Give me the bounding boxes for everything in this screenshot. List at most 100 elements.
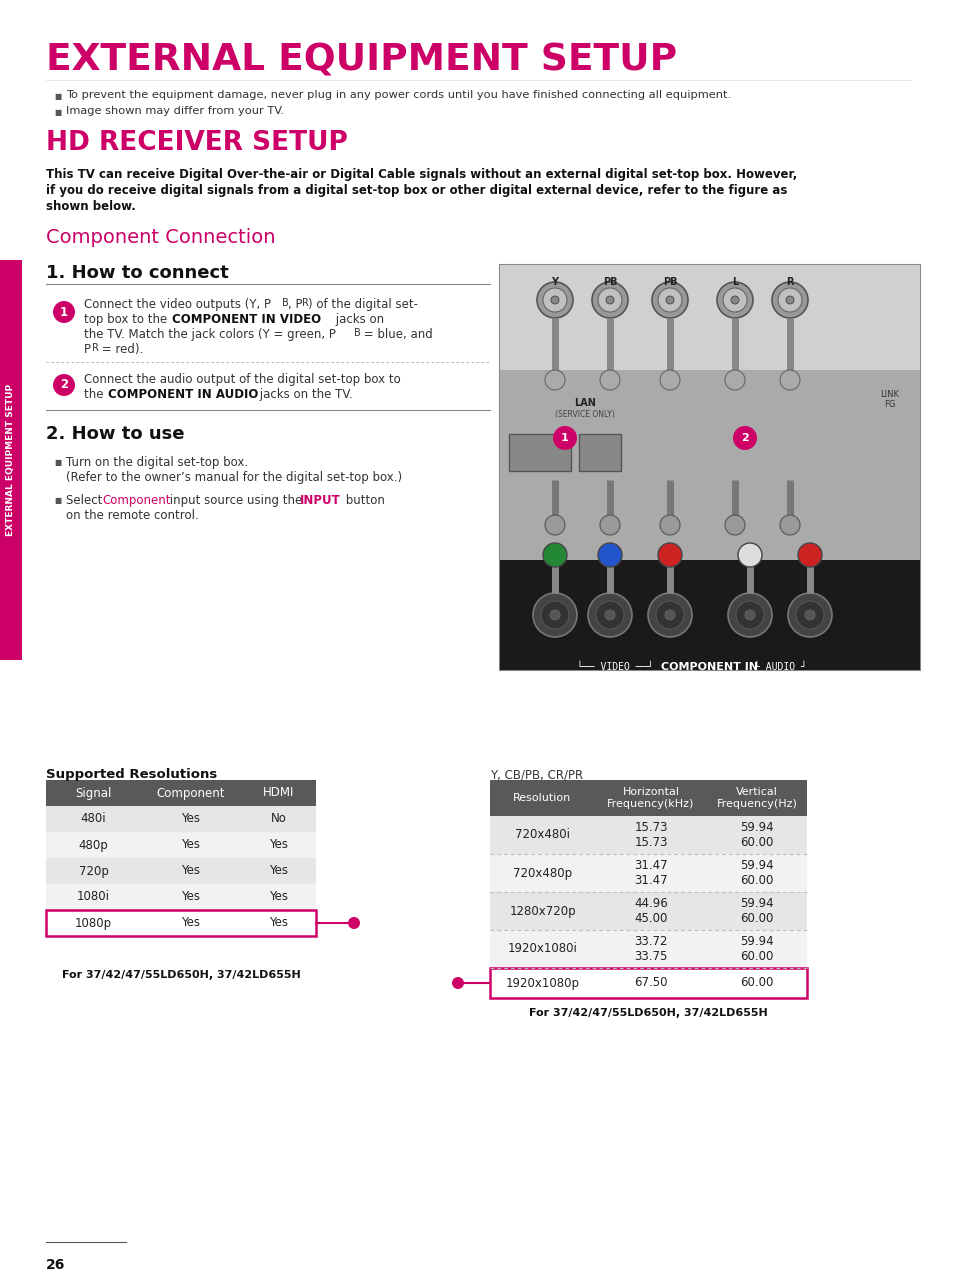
Text: 2: 2	[740, 432, 748, 443]
Circle shape	[744, 611, 754, 619]
FancyBboxPatch shape	[499, 265, 919, 670]
FancyBboxPatch shape	[499, 370, 919, 560]
FancyBboxPatch shape	[46, 859, 315, 884]
Circle shape	[550, 611, 559, 619]
Text: For 37/42/47/55LD650H, 37/42LD655H: For 37/42/47/55LD650H, 37/42LD655H	[529, 1007, 767, 1018]
Text: jacks on the TV.: jacks on the TV.	[255, 388, 353, 401]
Circle shape	[724, 370, 744, 391]
Text: 59.94
60.00: 59.94 60.00	[740, 897, 773, 925]
Text: ■: ■	[54, 92, 61, 100]
FancyBboxPatch shape	[46, 832, 315, 859]
Circle shape	[659, 370, 679, 391]
Circle shape	[659, 515, 679, 536]
Text: Yes: Yes	[181, 890, 200, 903]
Text: = red).: = red).	[98, 343, 143, 356]
FancyBboxPatch shape	[509, 434, 571, 471]
Text: R: R	[302, 298, 309, 308]
Circle shape	[780, 515, 800, 536]
Text: Image shown may differ from your TV.: Image shown may differ from your TV.	[66, 106, 284, 116]
Circle shape	[348, 917, 359, 929]
FancyBboxPatch shape	[46, 806, 315, 832]
Text: Vertical
Frequency(Hz): Vertical Frequency(Hz)	[716, 787, 797, 809]
Circle shape	[738, 543, 761, 567]
Text: Yes: Yes	[269, 890, 288, 903]
Text: PB: PB	[602, 277, 617, 287]
Text: 59.94
60.00: 59.94 60.00	[740, 820, 773, 848]
Text: Resolution: Resolution	[513, 792, 571, 803]
Text: To prevent the equipment damage, never plug in any power cords until you have fi: To prevent the equipment damage, never p…	[66, 90, 730, 100]
Text: Component Connection: Component Connection	[46, 228, 275, 247]
Text: └── VIDEO ──┘: └── VIDEO ──┘	[577, 661, 653, 672]
Text: top box to the: top box to the	[84, 313, 171, 326]
Circle shape	[785, 296, 793, 304]
Circle shape	[596, 600, 623, 628]
Circle shape	[787, 593, 831, 637]
Circle shape	[551, 296, 558, 304]
Text: 1920x1080i: 1920x1080i	[507, 943, 577, 955]
Text: button: button	[341, 494, 384, 508]
FancyBboxPatch shape	[490, 930, 806, 968]
Circle shape	[605, 296, 614, 304]
Text: Connect the video outputs (Y, P: Connect the video outputs (Y, P	[84, 298, 271, 310]
Text: Select: Select	[66, 494, 106, 508]
Text: L: L	[731, 277, 738, 287]
Text: P: P	[84, 343, 91, 356]
Circle shape	[544, 515, 564, 536]
Text: 26: 26	[46, 1258, 66, 1272]
Text: Yes: Yes	[269, 865, 288, 878]
Circle shape	[53, 301, 75, 323]
Circle shape	[727, 593, 771, 637]
Circle shape	[797, 543, 821, 567]
Text: ■: ■	[54, 458, 61, 467]
Text: EXTERNAL EQUIPMENT SETUP: EXTERNAL EQUIPMENT SETUP	[7, 384, 15, 536]
Text: Horizontal
Frequency(kHz): Horizontal Frequency(kHz)	[607, 787, 694, 809]
Text: B: B	[354, 328, 360, 338]
FancyBboxPatch shape	[490, 780, 806, 817]
Circle shape	[542, 287, 566, 312]
Text: Yes: Yes	[181, 865, 200, 878]
Text: Turn on the digital set-top box.: Turn on the digital set-top box.	[66, 455, 248, 469]
Text: the: the	[84, 388, 107, 401]
FancyBboxPatch shape	[490, 854, 806, 892]
Circle shape	[804, 611, 814, 619]
Circle shape	[587, 593, 631, 637]
Text: LINK
FG: LINK FG	[880, 391, 899, 410]
Text: 1: 1	[560, 432, 568, 443]
Text: if you do receive digital signals from a digital set-top box or other digital ex: if you do receive digital signals from a…	[46, 184, 786, 197]
Text: This TV can receive Digital Over-the-air or Digital Cable signals without an ext: This TV can receive Digital Over-the-air…	[46, 168, 797, 181]
FancyBboxPatch shape	[46, 780, 315, 806]
Text: , P: , P	[288, 298, 302, 310]
Text: COMPONENT IN AUDIO: COMPONENT IN AUDIO	[108, 388, 258, 401]
Text: 33.72
33.75: 33.72 33.75	[634, 935, 667, 963]
Text: (SERVICE ONLY): (SERVICE ONLY)	[555, 410, 615, 418]
Text: 720x480i: 720x480i	[515, 828, 569, 842]
Text: 59.94
60.00: 59.94 60.00	[740, 935, 773, 963]
Text: Yes: Yes	[181, 813, 200, 826]
Text: Yes: Yes	[269, 838, 288, 851]
Text: shown below.: shown below.	[46, 200, 135, 212]
Text: jacks on: jacks on	[332, 313, 384, 326]
Bar	[0, 259, 22, 660]
FancyBboxPatch shape	[490, 968, 806, 999]
FancyBboxPatch shape	[490, 817, 806, 854]
Text: 1. How to connect: 1. How to connect	[46, 265, 229, 282]
Text: 15.73
15.73: 15.73 15.73	[634, 820, 667, 848]
Text: Yes: Yes	[181, 838, 200, 851]
Circle shape	[778, 287, 801, 312]
Text: PB: PB	[662, 277, 677, 287]
Circle shape	[656, 600, 683, 628]
Text: Supported Resolutions: Supported Resolutions	[46, 768, 217, 781]
Text: HD RECEIVER SETUP: HD RECEIVER SETUP	[46, 130, 348, 156]
Text: 67.50: 67.50	[634, 977, 667, 990]
Circle shape	[592, 282, 627, 318]
Text: 480p: 480p	[78, 838, 109, 851]
Text: └ AUDIO ┘: └ AUDIO ┘	[753, 661, 805, 672]
Circle shape	[533, 593, 577, 637]
FancyBboxPatch shape	[46, 909, 315, 936]
Circle shape	[730, 296, 739, 304]
Text: 1: 1	[60, 305, 68, 318]
Text: 2: 2	[60, 379, 68, 392]
FancyBboxPatch shape	[499, 265, 919, 370]
Circle shape	[771, 282, 807, 318]
FancyBboxPatch shape	[578, 434, 620, 471]
